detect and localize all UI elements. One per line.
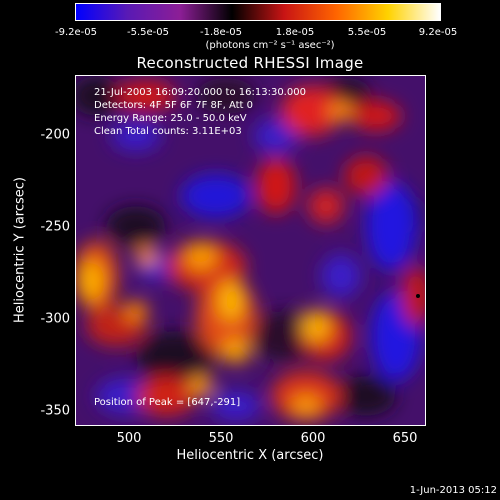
info-time-range: 21-Jul-2003 16:09:20.000 to 16:13:30.000: [94, 87, 306, 98]
datestamp: 1-Jun-2013 05:12: [409, 485, 497, 496]
colorbar-tick: 5.5e-05: [347, 27, 387, 38]
colorbar-tick: -5.5e-05: [127, 27, 169, 38]
colorbar-tick: 9.2e-05: [418, 27, 458, 38]
x-tick-label: 650: [392, 431, 418, 446]
plot-title: Reconstructed RHESSI Image: [136, 54, 364, 72]
peak-position: Position of Peak = [647,-291]: [94, 397, 241, 408]
colorbar-tick: -9.2e-05: [55, 27, 97, 38]
x-tick-label: 500: [116, 431, 142, 446]
colorbar-tick: 1.8e-05: [275, 27, 315, 38]
colorbar-tick: -1.8e-05: [200, 27, 242, 38]
image-plot[interactable]: 21-Jul-2003 16:09:20.000 to 16:13:30.000…: [75, 75, 426, 426]
y-tick-label: -250: [40, 219, 70, 235]
rhessi-image: [76, 76, 425, 425]
y-tick-label: -300: [40, 311, 70, 327]
info-detectors: Detectors: 4F 5F 6F 7F 8F, Att 0: [94, 100, 254, 111]
x-tick-label: 550: [208, 431, 234, 446]
colorbar: [75, 3, 441, 21]
colorbar-units: (photons cm⁻² s⁻¹ asec⁻²): [205, 40, 335, 51]
x-tick-label: 600: [300, 431, 326, 446]
info-clean-counts: Clean Total counts: 3.11E+03: [94, 126, 242, 137]
y-tick-label: -350: [40, 403, 70, 419]
x-axis-title: Heliocentric X (arcsec): [176, 448, 324, 463]
y-axis-title: Heliocentric Y (arcsec): [12, 177, 28, 323]
y-tick-label: -200: [40, 127, 70, 143]
info-energy-range: Energy Range: 25.0 - 50.0 keV: [94, 113, 247, 124]
